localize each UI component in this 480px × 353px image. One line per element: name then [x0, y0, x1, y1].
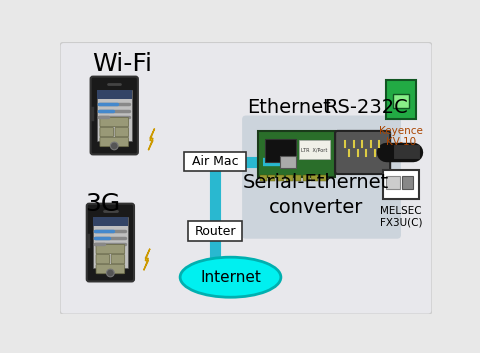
Text: Router: Router — [194, 225, 236, 238]
FancyBboxPatch shape — [386, 176, 400, 189]
FancyBboxPatch shape — [260, 175, 267, 181]
FancyBboxPatch shape — [383, 170, 419, 199]
FancyBboxPatch shape — [188, 221, 242, 241]
Text: 3G: 3G — [85, 192, 120, 216]
Text: Air Mac: Air Mac — [192, 155, 238, 168]
Text: Wi-Fi: Wi-Fi — [92, 52, 152, 76]
Circle shape — [107, 269, 114, 277]
Polygon shape — [144, 249, 150, 270]
FancyBboxPatch shape — [258, 131, 335, 177]
FancyBboxPatch shape — [87, 204, 134, 281]
FancyBboxPatch shape — [93, 217, 128, 226]
FancyBboxPatch shape — [93, 217, 128, 268]
Circle shape — [110, 142, 118, 150]
FancyBboxPatch shape — [386, 80, 416, 119]
FancyBboxPatch shape — [299, 140, 330, 160]
Text: Keyence
KV-10: Keyence KV-10 — [379, 126, 423, 147]
FancyBboxPatch shape — [294, 175, 301, 181]
FancyBboxPatch shape — [97, 90, 132, 141]
Text: Internet: Internet — [200, 270, 261, 285]
Text: LTR  X/Port: LTR X/Port — [301, 148, 327, 152]
FancyBboxPatch shape — [320, 175, 326, 181]
FancyBboxPatch shape — [268, 175, 276, 181]
FancyBboxPatch shape — [96, 245, 125, 254]
FancyBboxPatch shape — [97, 90, 132, 99]
Text: MELSEC
FX3U(C): MELSEC FX3U(C) — [380, 205, 422, 227]
Text: Serial-Ethernet
converter: Serial-Ethernet converter — [242, 173, 389, 217]
FancyBboxPatch shape — [111, 255, 125, 264]
FancyBboxPatch shape — [60, 42, 432, 314]
FancyBboxPatch shape — [265, 139, 296, 162]
FancyBboxPatch shape — [115, 127, 129, 137]
Text: RS-232C: RS-232C — [324, 98, 408, 117]
FancyBboxPatch shape — [286, 175, 292, 181]
FancyBboxPatch shape — [393, 94, 409, 108]
FancyBboxPatch shape — [402, 176, 413, 189]
FancyBboxPatch shape — [335, 131, 390, 174]
FancyBboxPatch shape — [280, 156, 296, 168]
FancyBboxPatch shape — [96, 255, 109, 264]
FancyBboxPatch shape — [184, 152, 246, 171]
FancyBboxPatch shape — [311, 175, 318, 181]
Text: Ethernet: Ethernet — [247, 98, 331, 117]
FancyBboxPatch shape — [277, 175, 284, 181]
FancyBboxPatch shape — [302, 175, 310, 181]
Polygon shape — [148, 128, 155, 150]
FancyBboxPatch shape — [96, 264, 125, 274]
Ellipse shape — [180, 257, 281, 297]
FancyBboxPatch shape — [242, 115, 401, 239]
FancyBboxPatch shape — [100, 118, 129, 127]
FancyBboxPatch shape — [100, 127, 113, 137]
FancyBboxPatch shape — [100, 137, 129, 147]
FancyBboxPatch shape — [91, 77, 138, 154]
